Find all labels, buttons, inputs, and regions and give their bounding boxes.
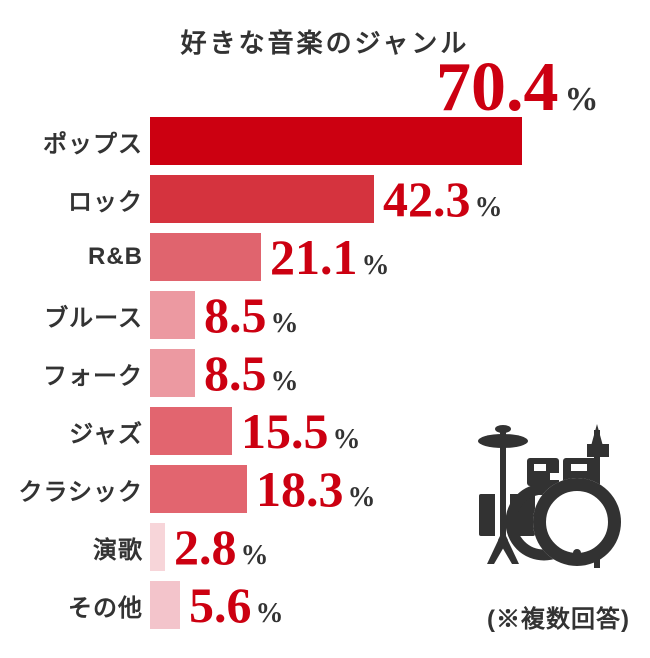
chart-row: 演歌 2.8% [0, 519, 650, 575]
row-value: 5.6% [189, 577, 284, 633]
row-label: クラシック [18, 478, 143, 506]
chart-title: 好きな音楽のジャンル [180, 28, 470, 58]
percent-sign: % [361, 250, 390, 281]
bar [150, 175, 374, 223]
row-label: ポップス [43, 130, 143, 158]
bar [150, 407, 232, 455]
bar [150, 291, 195, 339]
chart-row: R&B 21.1% [0, 229, 650, 285]
chart-row: ロック 42.3% [0, 171, 650, 227]
row-value: 21.1% [270, 229, 390, 285]
percent-sign: % [270, 366, 299, 397]
row-label: 演歌 [93, 536, 143, 564]
row-label: フォーク [43, 362, 143, 390]
bar [150, 117, 522, 165]
row-value: 15.5% [241, 403, 361, 459]
bar [150, 349, 195, 397]
top-bar-value: 70.4% [436, 53, 599, 123]
percent-sign: % [270, 308, 299, 339]
top-bar-value-number: 70.4 [436, 49, 559, 126]
row-label: R&B [88, 243, 143, 270]
chart-row: ブルース 8.5% [0, 287, 650, 343]
note-multiple-answers: (※複数回答) [487, 606, 630, 633]
drum-kit-icon [478, 424, 621, 568]
chart-row: ポップス [0, 117, 650, 165]
row-label: ジャズ [69, 420, 143, 448]
chart-rows: ポップスロック 42.3% R&B 21.1% ブルース 8.5% フォーク 8.5% ジャズ 1… [0, 117, 650, 639]
row-value: 8.5% [204, 287, 299, 343]
percent-sign: % [564, 81, 599, 118]
bar [150, 523, 165, 571]
percent-sign: % [332, 424, 361, 455]
percent-sign: % [255, 598, 284, 629]
row-value: 18.3% [256, 461, 376, 517]
bar [150, 581, 180, 629]
row-label: ブルース [44, 304, 143, 332]
row-value: 8.5% [204, 345, 299, 401]
percent-sign: % [474, 192, 503, 223]
chart-row: ジャズ 15.5% [0, 403, 650, 459]
percent-sign: % [240, 540, 269, 571]
row-value: 2.8% [174, 519, 269, 575]
row-label: その他 [68, 594, 143, 622]
row-value: 42.3% [383, 171, 503, 227]
chart-row: クラシック 18.3% [0, 461, 650, 517]
chart-row: その他 5.6% [0, 577, 650, 633]
row-label: ロック [68, 188, 143, 216]
bar [150, 233, 261, 281]
bar [150, 465, 247, 513]
percent-sign: % [347, 482, 376, 513]
chart-row: フォーク 8.5% [0, 345, 650, 401]
